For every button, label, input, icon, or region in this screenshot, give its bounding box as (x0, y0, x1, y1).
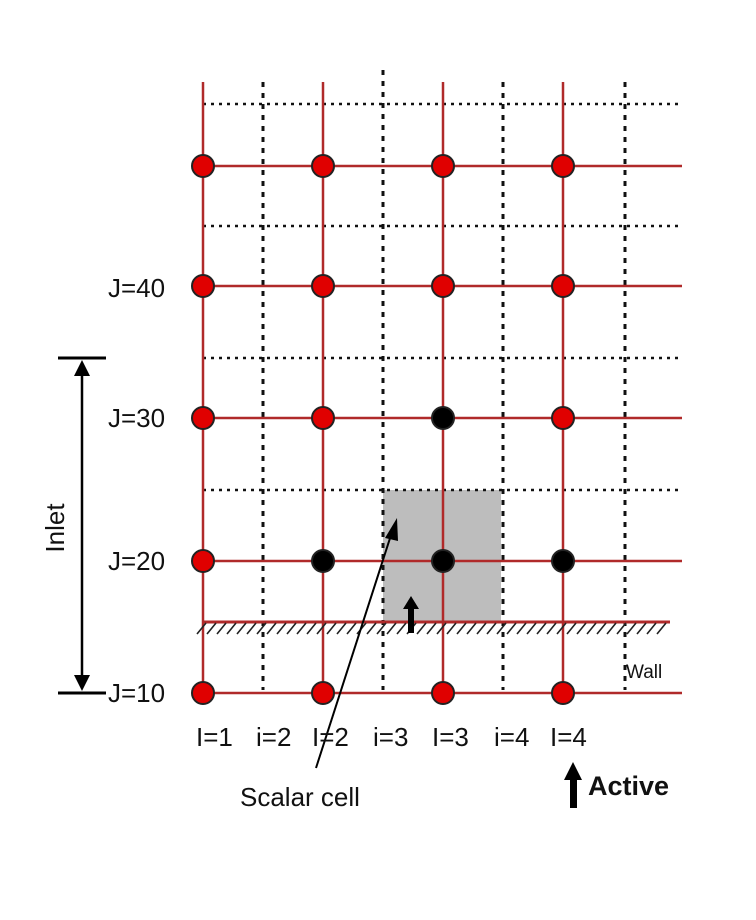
active-label: Active (588, 771, 669, 801)
dotted-vertical-lines (261, 70, 627, 690)
hatch-stroke (246, 622, 257, 635)
hatch-stroke (636, 622, 647, 635)
hatch-stroke (286, 622, 297, 635)
hatch-stroke (296, 622, 307, 635)
hatch-stroke (216, 622, 227, 635)
hatch-stroke (476, 622, 487, 635)
hatch-stroke (316, 622, 327, 635)
wall (196, 620, 670, 635)
hatch-stroke (486, 622, 497, 635)
hatch-stroke (236, 622, 247, 635)
active-legend-arrow (564, 762, 582, 808)
node-black (431, 549, 455, 573)
hatch-stroke (496, 622, 507, 635)
node-red (191, 154, 215, 178)
hatch-stroke (226, 622, 237, 635)
hatch-stroke (556, 622, 567, 635)
j-label-20: J=20 (108, 546, 165, 576)
j-label-10: J=10 (108, 678, 165, 708)
j-label-30: J=30 (108, 403, 165, 433)
i-label-I2: I=2 (312, 722, 349, 752)
hatch-stroke (426, 622, 437, 635)
hatch-stroke (256, 622, 267, 635)
hatch-stroke (536, 622, 547, 635)
hatch-stroke (206, 622, 217, 635)
hatch-stroke (576, 622, 587, 635)
hatch-stroke (626, 622, 637, 635)
hatch-stroke (276, 622, 287, 635)
hatch-stroke (346, 622, 357, 635)
node-red (551, 406, 575, 430)
hatch-stroke (396, 622, 407, 635)
scalar-cell-pointer-arrow (315, 518, 398, 769)
hatch-stroke (606, 622, 617, 635)
hatch-stroke (566, 622, 577, 635)
node-black (311, 549, 335, 573)
scalar-cell-label: Scalar cell (240, 782, 360, 812)
grid-nodes (191, 154, 575, 705)
hatch-stroke (596, 622, 607, 635)
node-black (431, 406, 455, 430)
hatch-stroke (416, 622, 427, 635)
i-label-I1: I=1 (196, 722, 233, 752)
node-red (551, 681, 575, 705)
hatch-stroke (516, 622, 527, 635)
i-label-I4: I=4 (550, 722, 587, 752)
node-red (191, 274, 215, 298)
hatch-stroke (506, 622, 517, 635)
hatch-stroke (586, 622, 597, 635)
node-red (311, 154, 335, 178)
hatch-stroke (326, 622, 337, 635)
hatch-stroke (266, 622, 277, 635)
node-red (191, 406, 215, 430)
node-red (551, 154, 575, 178)
cell-up-arrow (403, 596, 419, 633)
hatch-stroke (446, 622, 457, 635)
hatch-stroke (616, 622, 627, 635)
hatch-stroke (366, 622, 377, 635)
node-red (551, 274, 575, 298)
i-label-i3: i=3 (373, 722, 408, 752)
hatch-stroke (466, 622, 477, 635)
i-label-I3: I=3 (432, 722, 469, 752)
node-red (431, 274, 455, 298)
hatch-stroke (376, 622, 387, 635)
i-label-i2: i=2 (256, 722, 291, 752)
node-red (431, 681, 455, 705)
inlet-dimension-arrow (58, 356, 106, 695)
hatch-stroke (546, 622, 557, 635)
hatch-stroke (306, 622, 317, 635)
node-red (311, 681, 335, 705)
wall-hatching (196, 622, 667, 635)
hatch-stroke (196, 622, 207, 635)
node-red (311, 274, 335, 298)
hatch-stroke (656, 622, 667, 635)
hatch-stroke (386, 622, 397, 635)
hatch-stroke (526, 622, 537, 635)
hatch-stroke (436, 622, 447, 635)
wall-label: Wall (626, 662, 662, 683)
i-label-i4: i=4 (494, 722, 529, 752)
node-red (191, 681, 215, 705)
hatch-stroke (646, 622, 657, 635)
inlet-label: Inlet (40, 503, 70, 553)
hatch-stroke (456, 622, 467, 635)
hatch-stroke (336, 622, 347, 635)
node-red (311, 406, 335, 430)
node-black (551, 549, 575, 573)
node-red (431, 154, 455, 178)
j-label-40: J=40 (108, 273, 165, 303)
node-red (191, 549, 215, 573)
